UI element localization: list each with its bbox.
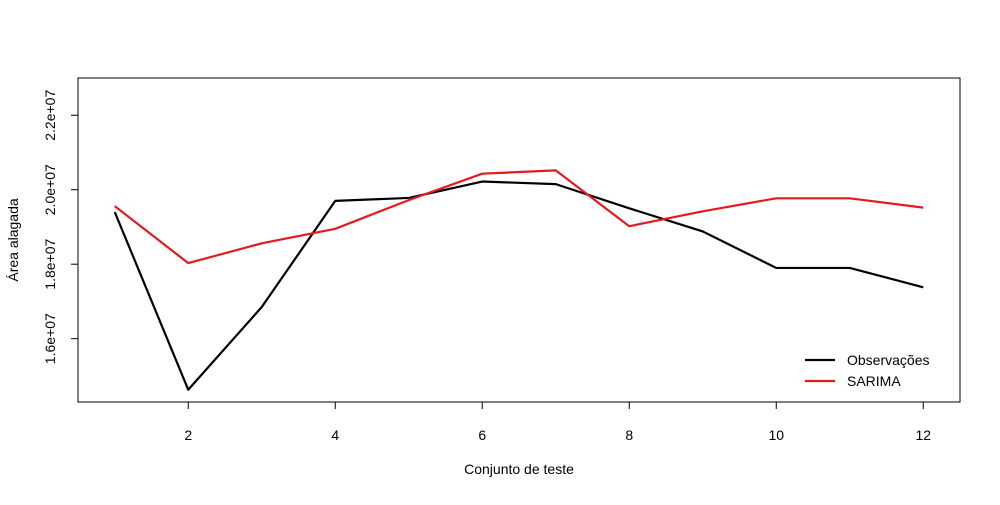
y-tick-label: 2.0e+07	[42, 164, 58, 215]
series-line-sarima	[114, 169, 924, 265]
y-tick-label: 1.6e+07	[42, 313, 58, 364]
series-line-observacoes	[113, 180, 924, 391]
legend: Observações SARIMA	[805, 352, 929, 389]
x-axis: 2 4 6 8 10 12	[184, 402, 931, 443]
y-axis-title: Área alagada	[5, 198, 21, 282]
legend-label: SARIMA	[847, 373, 901, 389]
plot-frame	[77, 77, 961, 403]
x-tick-label: 12	[915, 427, 931, 443]
series-layer	[113, 169, 924, 391]
y-tick-label: 2.2e+07	[42, 90, 58, 141]
x-tick-label: 6	[478, 427, 486, 443]
legend-label: Observações	[847, 352, 929, 368]
y-axis: 1.6e+07 1.8e+07 2.0e+07 2.2e+07	[42, 90, 78, 364]
y-tick-label: 1.8e+07	[42, 238, 58, 289]
x-tick-label: 2	[184, 427, 192, 443]
x-axis-title: Conjunto de teste	[464, 461, 574, 477]
x-tick-label: 8	[625, 427, 633, 443]
x-tick-label: 4	[331, 427, 339, 443]
x-tick-label: 10	[768, 427, 784, 443]
